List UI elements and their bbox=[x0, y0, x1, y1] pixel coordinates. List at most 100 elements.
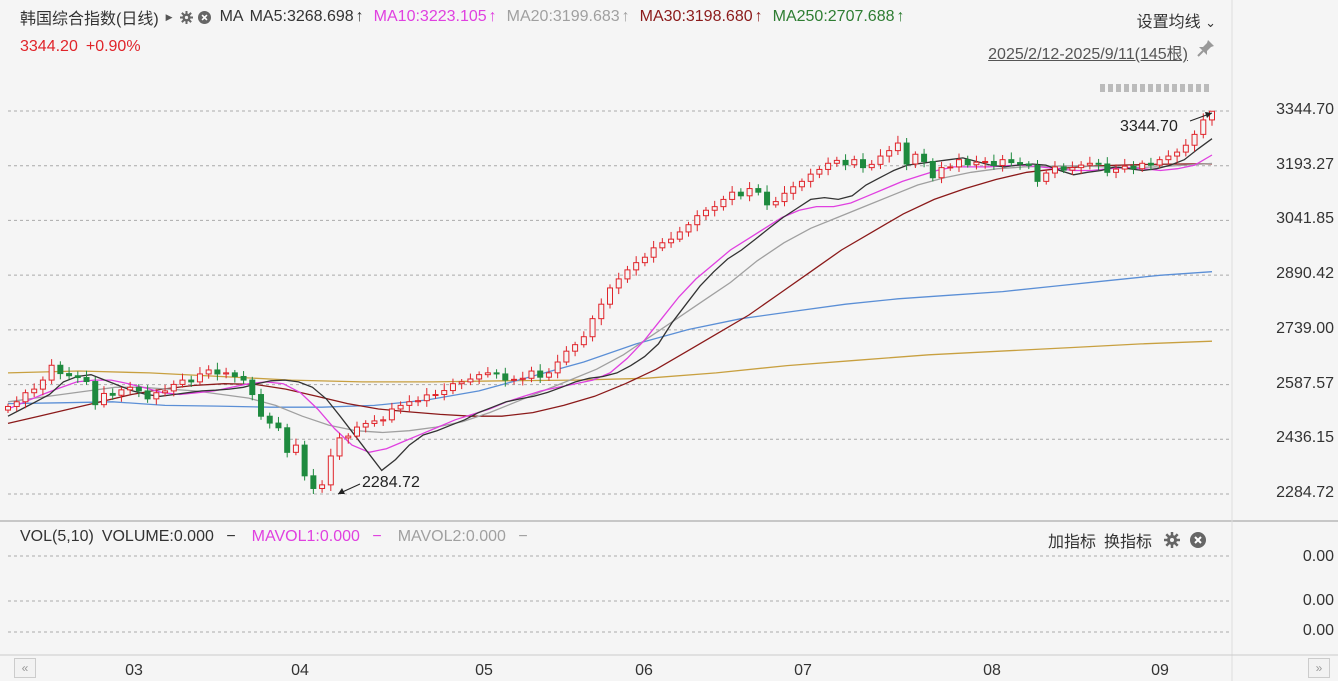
candle-up bbox=[729, 191, 736, 200]
candle-down bbox=[1025, 163, 1032, 166]
candle-down bbox=[1095, 162, 1102, 165]
candle-up bbox=[615, 278, 622, 289]
candle-up bbox=[589, 318, 596, 338]
low-arrowhead bbox=[338, 488, 345, 494]
add-indicator-button[interactable]: 加指标 bbox=[1048, 534, 1097, 551]
candle-up bbox=[458, 381, 465, 385]
candle-down bbox=[502, 373, 509, 381]
candle-down bbox=[1147, 162, 1154, 166]
expand-triangle-icon[interactable]: ▶ bbox=[165, 11, 173, 22]
scroll-left-button[interactable]: « bbox=[14, 658, 36, 678]
candle-up bbox=[868, 163, 875, 169]
candle-up bbox=[48, 364, 55, 381]
candle-up bbox=[676, 231, 683, 240]
candle-up bbox=[746, 188, 753, 197]
gear-icon[interactable] bbox=[179, 10, 193, 24]
ma30-value: MA30:3198.680 ↑ bbox=[639, 8, 763, 25]
candle-up bbox=[554, 361, 561, 374]
candle-down bbox=[860, 159, 867, 169]
candle-up bbox=[982, 160, 989, 163]
candle-up bbox=[781, 192, 788, 203]
close-icon[interactable] bbox=[197, 10, 211, 24]
last-price: 3344.20 bbox=[20, 38, 78, 55]
ma-settings-button[interactable]: 设置均线 ⌄ bbox=[1136, 14, 1216, 31]
candle-up bbox=[205, 369, 212, 375]
candle-up bbox=[162, 390, 169, 394]
tick-mark bbox=[1140, 84, 1145, 92]
candle-up bbox=[1043, 172, 1050, 182]
candle-down bbox=[903, 142, 910, 165]
x-tick-label: 03 bbox=[125, 662, 143, 679]
candle-up bbox=[31, 388, 38, 394]
tick-mark bbox=[1156, 84, 1161, 92]
pin-icon[interactable] bbox=[1196, 38, 1216, 58]
candle-up bbox=[1200, 119, 1207, 135]
candle-up bbox=[380, 419, 387, 422]
candle-down bbox=[1008, 159, 1015, 164]
y-tick-label: 2436.15 bbox=[1276, 429, 1334, 447]
candle-up bbox=[1191, 133, 1198, 146]
date-range[interactable]: 2025/2/12-2025/9/11(145根) bbox=[988, 46, 1188, 63]
tick-mark bbox=[1164, 84, 1169, 92]
candle-up bbox=[833, 159, 840, 164]
candle-up bbox=[973, 161, 980, 166]
candle-up bbox=[1182, 144, 1189, 153]
candle-up bbox=[118, 389, 125, 396]
ma-blue-line bbox=[7, 271, 1213, 408]
candle-up bbox=[467, 378, 474, 383]
candle-up bbox=[5, 405, 11, 411]
price-change: +0.90% bbox=[85, 38, 141, 55]
candle-up bbox=[694, 215, 701, 226]
candle-down bbox=[92, 381, 99, 406]
candle-up bbox=[170, 383, 177, 392]
gear-icon[interactable] bbox=[1164, 532, 1181, 548]
high-annotation: 3344.70 bbox=[1120, 118, 1178, 135]
chevron-down-icon: ⌄ bbox=[1205, 15, 1216, 30]
candle-down bbox=[258, 394, 265, 417]
candle-up bbox=[877, 155, 884, 165]
candle-up bbox=[1113, 168, 1120, 173]
low-annotation: 2284.72 bbox=[362, 474, 420, 491]
candle-up bbox=[196, 373, 203, 383]
tick-mark bbox=[1100, 84, 1105, 92]
candle-down bbox=[284, 427, 291, 453]
candle-up bbox=[798, 180, 805, 188]
x-tick-label: 06 bbox=[635, 662, 653, 679]
candle-up bbox=[825, 162, 832, 170]
tick-mark bbox=[1204, 84, 1209, 92]
candle-up bbox=[319, 484, 326, 489]
candle-down bbox=[493, 372, 500, 375]
tick-marks-icon bbox=[1100, 84, 1209, 92]
candle-up bbox=[345, 435, 352, 439]
candle-up bbox=[397, 404, 404, 410]
y-tick-label: 3041.85 bbox=[1276, 210, 1334, 228]
mavol1-value: MAVOL1:0.000 − bbox=[251, 528, 382, 545]
candle-up bbox=[545, 372, 552, 378]
candle-up bbox=[223, 372, 230, 375]
candle-up bbox=[650, 247, 657, 258]
candle-up bbox=[947, 166, 954, 169]
candle-up bbox=[362, 422, 369, 428]
candle-up bbox=[572, 344, 579, 352]
candle-up bbox=[1209, 110, 1215, 121]
candle-up bbox=[476, 374, 483, 380]
switch-indicator-button[interactable]: 换指标 bbox=[1104, 534, 1153, 551]
candle-up bbox=[685, 224, 692, 233]
scroll-right-button[interactable]: » bbox=[1308, 658, 1330, 678]
candle-up bbox=[371, 420, 378, 424]
candle-up bbox=[13, 401, 20, 407]
candle-down bbox=[144, 390, 151, 400]
close-icon[interactable] bbox=[1190, 532, 1207, 548]
candle-up bbox=[353, 426, 360, 437]
candle-down bbox=[188, 379, 195, 383]
candle-up bbox=[886, 150, 893, 157]
candle-down bbox=[1060, 166, 1067, 171]
candle-up bbox=[1086, 162, 1093, 166]
ma20-line bbox=[7, 162, 1213, 434]
candle-up bbox=[912, 153, 919, 165]
candle-up bbox=[1174, 151, 1181, 157]
candle-up bbox=[999, 159, 1006, 166]
candle-up bbox=[563, 350, 570, 363]
